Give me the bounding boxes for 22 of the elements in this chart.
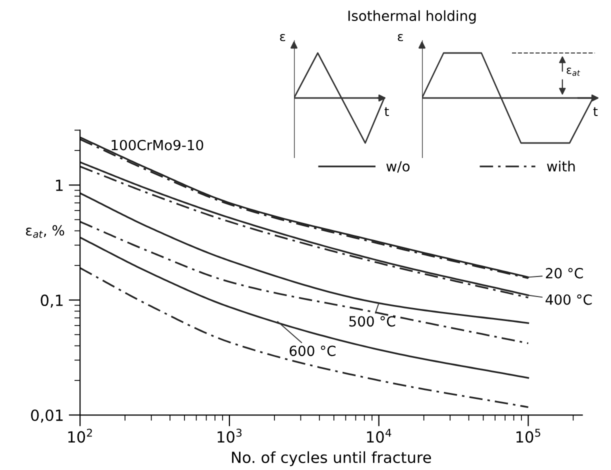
annotation: 400 °C [546,294,592,305]
legend-title: Isothermal holding [348,10,476,24]
y-tick-label: 1 [56,180,63,191]
legend-label: w/o [386,161,410,173]
y-tick-label: 0,1 [40,294,63,308]
x-axis-title: No. of cycles until fracture [232,451,431,466]
text: t [593,107,598,116]
x-tick-label: 10$^{3}$ [218,428,242,443]
annotation: 20 °C [546,268,583,278]
annotation: 100CrMo9-10 [112,140,204,150]
legend-label: with [547,160,575,172]
text: t [384,107,389,116]
x-tick-label: 10$^{2}$ [68,428,92,443]
x-tick-label: 10$^{4}$ [367,428,392,443]
text: ε [280,34,286,42]
text: ε$_{at}$ [566,68,580,76]
x-tick-label: 10$^{5}$ [516,428,540,443]
y-tick-label: 0,01 [31,409,63,423]
text: ε [398,34,403,42]
annotation: 600 °C [290,346,336,356]
y-axis-title: ε$_{at}$, % [26,225,64,238]
annotation: 500 °C [349,316,396,327]
